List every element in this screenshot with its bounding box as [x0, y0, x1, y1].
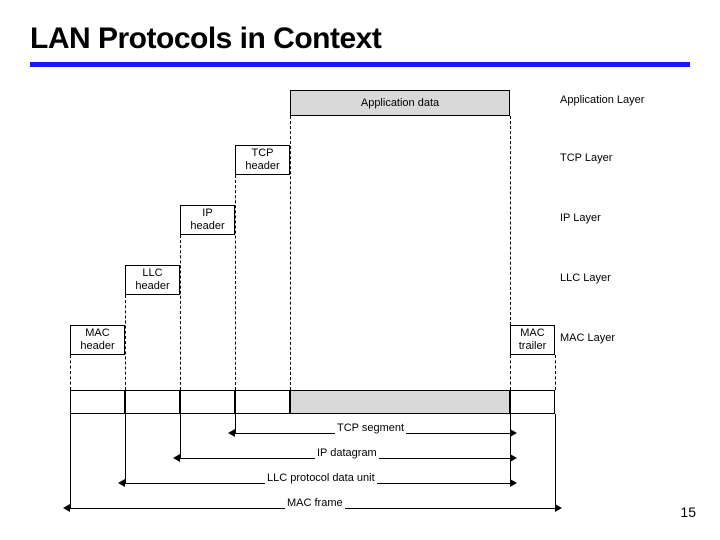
bottom-seg-tcp-hdr: [235, 390, 290, 414]
arrow-head-left-icon: [63, 504, 70, 512]
caption-mac-frame: MAC frame: [285, 497, 345, 509]
arrow-head-right-icon: [555, 504, 562, 512]
page-title: LAN Protocols in Context: [30, 22, 690, 56]
label-llc-layer: LLC Layer: [560, 272, 680, 284]
label-ip-layer: IP Layer: [560, 212, 680, 224]
box-mac-header: MAC header: [70, 325, 125, 355]
tick-line: [235, 414, 236, 433]
bottom-seg-app-data: [290, 390, 510, 414]
bottom-seg-ip-hdr: [180, 390, 235, 414]
bottom-seg-llc-hdr: [125, 390, 180, 414]
dash-line: [180, 235, 181, 390]
arrow-head-right-icon: [510, 454, 517, 462]
caption-tcp-segment: TCP segment: [335, 422, 406, 434]
caption-ip-datagram: IP datagram: [315, 447, 379, 459]
tick-line: [70, 414, 71, 508]
page-number: 15: [680, 504, 696, 520]
box-tcp-header: TCP header: [235, 145, 290, 175]
arrow-head-left-icon: [173, 454, 180, 462]
bottom-seg-mac-trl: [510, 390, 555, 414]
dash-line: [125, 295, 126, 390]
arrow-head-left-icon: [118, 479, 125, 487]
label-tcp-layer: TCP Layer: [560, 152, 680, 164]
dash-line: [290, 116, 291, 390]
title-underline: [30, 62, 690, 67]
tick-line: [510, 414, 511, 483]
tick-line: [125, 414, 126, 483]
box-mac-trailer: MAC trailer: [510, 325, 555, 355]
dash-line: [555, 355, 556, 390]
dash-line: [70, 355, 71, 390]
arrow-head-left-icon: [228, 429, 235, 437]
box-llc-header: LLC header: [125, 265, 180, 295]
label-application-layer: Application Layer: [560, 94, 680, 106]
tick-line: [180, 414, 181, 458]
dash-line: [235, 175, 236, 390]
box-application-data: Application data: [290, 90, 510, 116]
label-mac-layer: MAC Layer: [560, 332, 680, 344]
box-ip-header: IP header: [180, 205, 235, 235]
bottom-seg-mac-hdr: [70, 390, 125, 414]
dash-line: [510, 355, 511, 390]
tick-line: [555, 414, 556, 508]
arrow-head-right-icon: [510, 429, 517, 437]
arrow-head-right-icon: [510, 479, 517, 487]
encapsulation-diagram: Application data TCP header IP header LL…: [40, 90, 680, 520]
dash-line: [510, 116, 511, 325]
caption-llc-pdu: LLC protocol data unit: [265, 472, 377, 484]
